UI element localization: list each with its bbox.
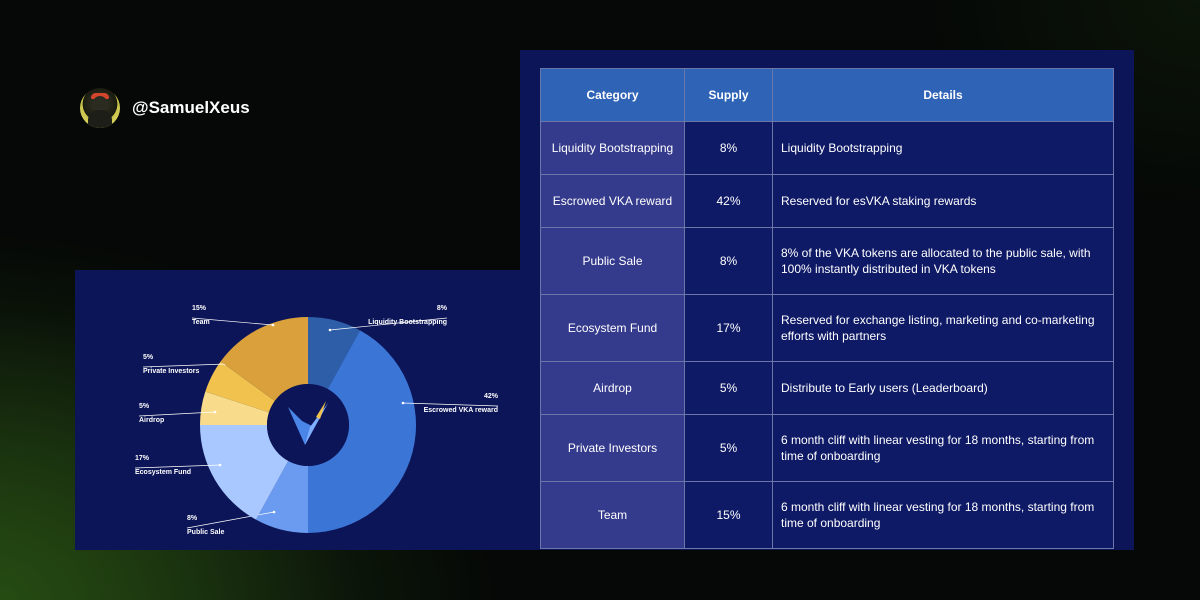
table-panel: Category Supply Details Liquidity Bootst… (520, 50, 1134, 550)
header-category: Category (540, 68, 685, 122)
cell-details: Liquidity Bootstrapping (772, 121, 1114, 175)
table-row: Liquidity Bootstrapping 8% Liquidity Boo… (540, 121, 1114, 175)
leader-line (134, 464, 221, 469)
slice-value-label: 8% (187, 515, 198, 522)
leader-dot (272, 510, 276, 514)
slice-value-label: 5% (139, 403, 150, 410)
vka-logo-icon (288, 401, 328, 445)
chart-panel: 8% Liquidity Bootstrapping 42% Escrowed VKA… (75, 270, 520, 550)
leader-dot (213, 410, 217, 414)
cell-supply: 8% (684, 121, 773, 175)
cell-supply: 15% (684, 481, 773, 549)
slice-value-label: 5% (143, 354, 154, 361)
slice-name-label: Public Sale (187, 529, 224, 536)
cell-supply: 42% (684, 174, 773, 228)
header-details: Details (772, 68, 1114, 122)
cell-details: Reserved for esVKA staking rewards (772, 174, 1114, 228)
cell-supply: 8% (684, 227, 773, 295)
cell-category: Team (540, 481, 685, 549)
cell-details: Reserved for exchange listing, marketing… (772, 294, 1114, 362)
leader-dot (218, 463, 222, 467)
pie-slice-escrowed-vka-reward (308, 330, 416, 533)
avatar (80, 88, 120, 128)
slice-value-label: 15% (192, 305, 207, 312)
slice-name-label: Airdrop (139, 417, 164, 424)
table-header-row: Category Supply Details (540, 68, 1114, 122)
slice-name-label: Liquidity Bootstrapping (368, 319, 447, 326)
leader-line (186, 511, 275, 529)
leader-dot (401, 401, 405, 405)
pie-slice-public-sale (255, 460, 308, 533)
leader-dot (271, 323, 275, 327)
slice-name-label: Private Investors (143, 368, 200, 375)
table-row: Private Investors 5% 6 month cliff with … (540, 414, 1114, 482)
table-row: Escrowed VKA reward 42% Reserved for esV… (540, 174, 1114, 228)
author-header: @SamuelXeus (80, 88, 250, 128)
leader-line (142, 363, 226, 368)
leader-line (402, 402, 499, 407)
allocation-table: Category Supply Details Liquidity Bootst… (540, 68, 1114, 549)
cell-details: 6 month cliff with linear vesting for 18… (772, 414, 1114, 482)
cell-category: Private Investors (540, 414, 685, 482)
cell-category: Escrowed VKA reward (540, 174, 685, 228)
cell-supply: 5% (684, 414, 773, 482)
table-row: Team 15% 6 month cliff with linear vesti… (540, 481, 1114, 549)
cell-supply: 5% (684, 361, 773, 415)
leader-line (138, 411, 216, 417)
author-handle: @SamuelXeus (132, 98, 250, 117)
pie-slice-team (220, 317, 308, 401)
leader-line (191, 317, 274, 326)
slice-value-label: 8% (437, 305, 448, 312)
cell-details: Distribute to Early users (Leaderboard) (772, 361, 1114, 415)
pie-slice-liquidity-bootstrapping (308, 317, 361, 390)
cell-details: 8% of the VKA tokens are allocated to th… (772, 227, 1114, 295)
cell-category: Liquidity Bootstrapping (540, 121, 685, 175)
slice-name-label: Ecosystem Fund (135, 469, 191, 476)
slice-value-label: 42% (484, 393, 499, 400)
donut-chart: 8% Liquidity Bootstrapping 42% Escrowed VKA… (134, 305, 499, 536)
slice-value-label: 17% (135, 455, 150, 462)
cell-category: Airdrop (540, 361, 685, 415)
pie-slice-airdrop (200, 391, 270, 425)
cell-details: 6 month cliff with linear vesting for 18… (772, 481, 1114, 549)
cell-category: Ecosystem Fund (540, 294, 685, 362)
slice-name-label: Escrowed VKA reward (424, 407, 498, 414)
leader-dot (328, 328, 332, 332)
cell-category: Public Sale (540, 227, 685, 295)
pie-slice-ecosystem-fund (200, 425, 289, 520)
leader-line (329, 317, 448, 331)
slice-name-label: Team (192, 319, 210, 326)
table-row: Ecosystem Fund 17% Reserved for exchange… (540, 294, 1114, 362)
table-row: Airdrop 5% Distribute to Early users (Le… (540, 361, 1114, 415)
table-row: Public Sale 8% 8% of the VKA tokens are … (540, 227, 1114, 295)
cell-supply: 17% (684, 294, 773, 362)
pie-slice-private-investors (205, 361, 275, 413)
header-supply: Supply (684, 68, 773, 122)
